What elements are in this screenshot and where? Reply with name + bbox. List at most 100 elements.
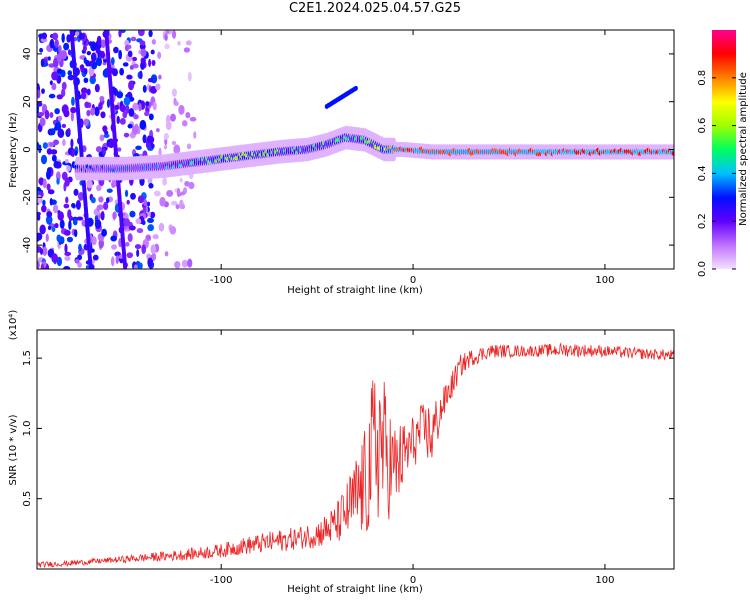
- heatmap-speckle: [181, 203, 186, 210]
- heatmap-x-ticks: -100 0 100: [210, 30, 614, 286]
- heatmap-speckle: [103, 201, 109, 211]
- heatmap-speckle: [37, 83, 40, 92]
- heatmap-speckle: [176, 187, 181, 198]
- heatmap-speckle: [113, 46, 119, 54]
- heatmap-speckle: [184, 180, 190, 187]
- heatmap-speckle: [86, 179, 93, 189]
- heatmap-speckle: [94, 83, 100, 93]
- heatmap-speckle: [119, 67, 125, 76]
- heatmap-speckle: [80, 64, 85, 73]
- heatmap-speckle: [71, 149, 75, 157]
- heatmap-speckle: [128, 108, 135, 117]
- heatmap-speckle: [98, 102, 103, 111]
- heatmap-speckle: [150, 85, 157, 94]
- heatmap-speckle: [44, 109, 50, 120]
- heatmap-speckle: [92, 254, 99, 261]
- heatmap-speckle: [163, 144, 168, 150]
- heatmap-speckle: [112, 211, 117, 220]
- heatmap-speckle: [61, 81, 67, 91]
- heatmap-speckle: [89, 60, 93, 66]
- heatmap-speckle: [122, 62, 129, 67]
- heatmap-speckle: [58, 44, 62, 55]
- heatmap-speckle: [64, 256, 71, 261]
- heatmap-speckle: [133, 114, 139, 120]
- heatmap-speckle: [49, 198, 53, 206]
- heatmap-speckle: [37, 101, 43, 107]
- heatmap-speckle: [99, 95, 105, 102]
- heatmap-speckle: [152, 234, 159, 240]
- heatmap-speckle: [193, 131, 197, 139]
- heatmap-y-tick-label: -40: [22, 237, 33, 253]
- heatmap-speckle: [142, 207, 147, 213]
- heatmap-speckle: [115, 255, 120, 264]
- heatmap-speckle: [81, 33, 85, 39]
- heatmap-speckle: [130, 192, 136, 200]
- heatmap-speckle: [56, 256, 62, 267]
- heatmap-speckle: [70, 111, 74, 122]
- heatmap-speckle: [63, 203, 70, 209]
- heatmap-speckle: [108, 141, 115, 149]
- heatmap-speckle: [151, 143, 155, 149]
- heatmap-speckle: [103, 133, 110, 138]
- heatmap-speckle: [86, 51, 92, 56]
- heatmap-speckle: [135, 145, 142, 151]
- heatmap-speckle: [102, 148, 106, 156]
- heatmap-speckle: [151, 252, 157, 261]
- heatmap-streak: [88, 264, 93, 269]
- heatmap-speckle: [127, 123, 133, 129]
- heatmap-speckle: [120, 104, 126, 113]
- heatmap-speckle: [164, 251, 169, 257]
- heatmap-speckle: [151, 39, 156, 45]
- heatmap-speckle: [132, 63, 139, 69]
- heatmap-speckle: [78, 192, 84, 201]
- heatmap-speckle: [63, 229, 71, 236]
- heatmap-speckle: [67, 209, 72, 219]
- heatmap-speckle: [84, 101, 90, 109]
- heatmap-speckle: [80, 92, 87, 100]
- heatmap-speckle: [173, 144, 181, 155]
- heatmap-speckle: [179, 177, 183, 183]
- heatmap-speckle: [158, 147, 162, 157]
- heatmap-speckle: [116, 115, 120, 125]
- heatmap-speckle: [100, 210, 105, 221]
- heatmap-speckle: [98, 238, 105, 249]
- heatmap-speckle: [61, 123, 66, 128]
- heatmap-speckle: [54, 122, 62, 131]
- heatmap-speckle: [63, 109, 70, 118]
- heatmap-speckle: [147, 77, 154, 83]
- heatmap-y-ticks: -40 -20 0 20 40: [22, 48, 674, 253]
- heatmap-speckle: [171, 140, 177, 146]
- heatmap-speckle: [74, 31, 80, 37]
- heatmap-speckle: [63, 42, 70, 51]
- heatmap-speckle: [73, 188, 79, 196]
- heatmap-y-tick-label: 0: [22, 146, 33, 152]
- heatmap-speckle: [64, 177, 70, 187]
- snr-y-tick-label: 0.5: [22, 491, 33, 507]
- heatmap-speckle: [81, 219, 86, 227]
- heatmap-speckle: [147, 135, 155, 144]
- heatmap-speckle: [61, 33, 65, 43]
- heatmap-speckle: [37, 194, 42, 204]
- heatmap-speckle: [146, 201, 151, 207]
- heatmap-speckle: [41, 32, 48, 40]
- heatmap-speckle: [186, 143, 192, 150]
- heatmap-speckle: [54, 223, 59, 229]
- heatmap-speckle: [123, 132, 130, 138]
- heatmap-speckle: [148, 30, 153, 38]
- heatmap-speckle: [86, 88, 91, 96]
- heatmap-speckle: [136, 228, 144, 234]
- heatmap-speckle: [57, 115, 63, 122]
- heatmap-speckle: [67, 49, 72, 56]
- heatmap-speckle: [150, 49, 155, 55]
- heatmap-speckle: [95, 146, 103, 153]
- heatmap-speckle: [96, 35, 102, 46]
- heatmap-speckle: [140, 57, 146, 64]
- heatmap-speckle: [124, 189, 129, 198]
- heatmap-speckle: [164, 43, 170, 50]
- chart-title: C2E1.2024.025.04.57.G25: [288, 1, 462, 16]
- heatmap-speckle: [40, 37, 48, 43]
- heatmap-speckle: [128, 225, 136, 231]
- heatmap-speckle: [125, 104, 130, 114]
- heatmap-speckle: [73, 229, 78, 238]
